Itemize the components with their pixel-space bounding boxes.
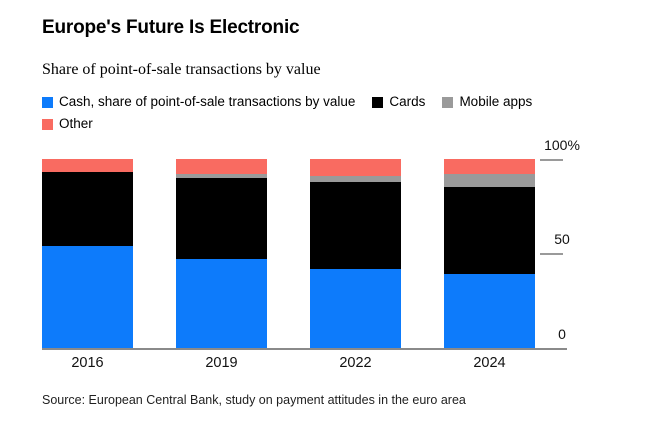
- x-axis-label-2016: 2016: [71, 355, 104, 371]
- legend-swatch-other: [42, 118, 53, 130]
- bar-chart: 100% 50 0 2016 2019 2022 2024: [42, 137, 612, 371]
- legend-item-other: Other: [42, 116, 93, 132]
- chart-legend: Cash, share of point-of-sale transaction…: [42, 94, 606, 132]
- legend-swatch-cards: [372, 96, 384, 108]
- bar-segment-cash-2019: [176, 259, 267, 348]
- y-axis-label-100: 100%: [544, 137, 580, 153]
- bar-segment-cash-2016: [42, 245, 133, 348]
- x-axis-label-2019: 2019: [205, 355, 238, 371]
- bar-segment-cards-2022: [310, 181, 401, 269]
- legend-item-mobile-apps: Mobile apps: [442, 94, 532, 110]
- bar-segment-cash-2024: [444, 274, 535, 348]
- bar-segment-cash-2022: [310, 268, 401, 348]
- bar-segment-other-2022: [310, 159, 401, 177]
- bar-segment-mobile-apps-2022: [310, 176, 401, 182]
- bar-segment-mobile-apps-2024: [444, 174, 535, 188]
- legend-item-cash: Cash, share of point-of-sale transaction…: [42, 94, 355, 110]
- bar-segment-other-2024: [444, 159, 535, 175]
- legend-label-cash: Cash, share of point-of-sale transaction…: [59, 94, 356, 109]
- bar-segment-other-2019: [176, 159, 267, 175]
- legend-swatch-cash: [42, 96, 53, 108]
- plot-area: [42, 159, 535, 348]
- y-axis-label-50: 50: [554, 231, 570, 247]
- y-axis-label-0: 0: [558, 326, 566, 342]
- bar-segment-cards-2024: [444, 187, 535, 275]
- x-axis-labels: 2016 2019 2022 2024: [42, 355, 535, 371]
- legend-label-other: Other: [59, 116, 93, 131]
- bar-segment-other-2016: [42, 159, 133, 173]
- legend-swatch-mobile-apps: [442, 96, 454, 108]
- y-axis-tick-50: [540, 253, 563, 255]
- bar-segment-mobile-apps-2019: [176, 174, 267, 178]
- legend-label-cards: Cards: [389, 94, 426, 109]
- x-axis-label-2024: 2024: [473, 355, 506, 371]
- source-note: Source: European Central Bank, study on …: [42, 393, 466, 407]
- bar-2019: [176, 159, 267, 348]
- x-axis-baseline: [42, 348, 567, 350]
- y-axis-tick-100: [540, 159, 563, 161]
- x-axis-label-2022: 2022: [339, 355, 372, 371]
- bar-2016: [42, 159, 133, 348]
- legend-item-cards: Cards: [372, 94, 425, 110]
- bar-segment-cards-2016: [42, 172, 133, 246]
- legend-label-mobile-apps: Mobile apps: [459, 94, 533, 109]
- bar-segment-cards-2019: [176, 177, 267, 260]
- chart-title: Europe's Future Is Electronic: [42, 17, 300, 38]
- bar-2024: [444, 159, 535, 348]
- chart-subtitle: Share of point-of-sale transactions by v…: [42, 61, 321, 78]
- bar-2022: [310, 159, 401, 348]
